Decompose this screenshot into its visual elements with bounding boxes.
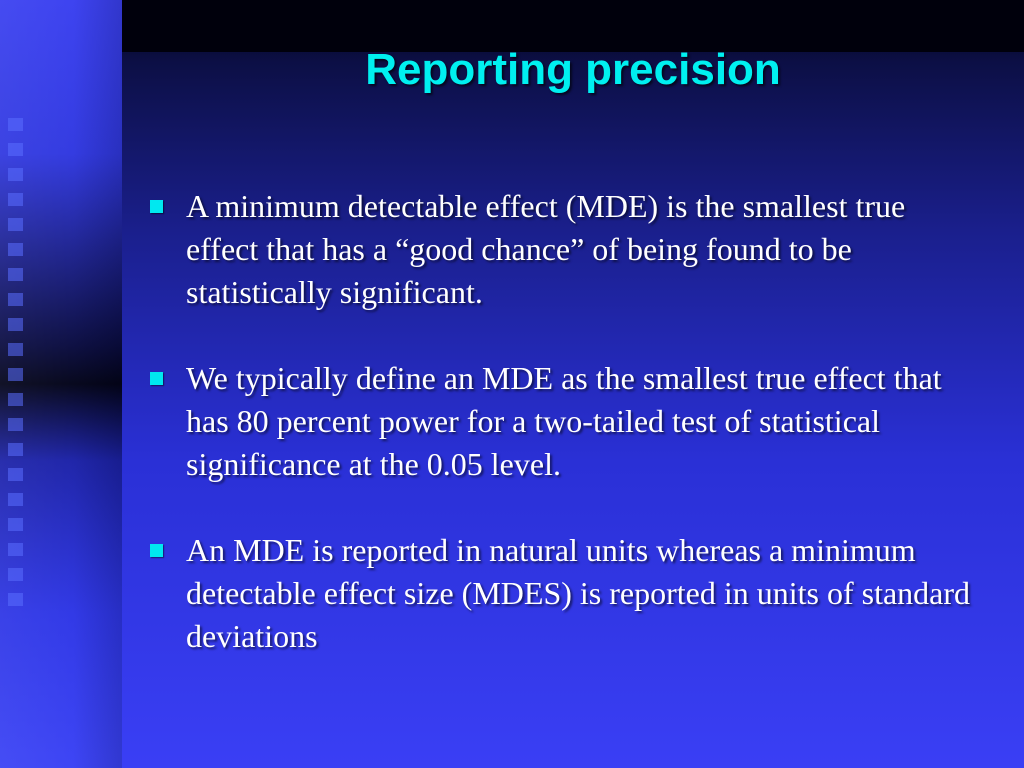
decorative-square	[8, 468, 23, 481]
decorative-square	[8, 493, 23, 506]
decorative-square	[8, 418, 23, 431]
decorative-square	[8, 593, 23, 606]
decorative-square	[8, 193, 23, 206]
decorative-square	[8, 243, 23, 256]
bullet-text: We typically define an MDE as the smalle…	[186, 360, 942, 482]
decorative-square	[8, 143, 23, 156]
bullet-item: We typically define an MDE as the smalle…	[148, 357, 978, 486]
decorative-square	[8, 268, 23, 281]
decorative-square	[8, 318, 23, 331]
decorative-square	[8, 218, 23, 231]
decorative-square	[8, 393, 23, 406]
bullet-text: An MDE is reported in natural units wher…	[186, 532, 971, 654]
decorative-square	[8, 518, 23, 531]
bullet-item: An MDE is reported in natural units wher…	[148, 529, 978, 658]
decorative-square	[8, 543, 23, 556]
slide-title: Reporting precision	[365, 45, 781, 94]
decorative-square	[8, 343, 23, 356]
bullet-text: A minimum detectable effect (MDE) is the…	[186, 188, 906, 310]
bullet-item: A minimum detectable effect (MDE) is the…	[148, 185, 978, 314]
top-dark-bar	[122, 0, 1024, 52]
decorative-square	[8, 293, 23, 306]
decorative-square	[8, 443, 23, 456]
square-bullet-icon	[150, 544, 163, 557]
decorative-square	[8, 568, 23, 581]
decorative-square-column	[8, 118, 26, 618]
square-bullet-icon	[150, 372, 163, 385]
bullet-list: A minimum detectable effect (MDE) is the…	[148, 185, 978, 701]
square-bullet-icon	[150, 200, 163, 213]
decorative-square	[8, 368, 23, 381]
decorative-square	[8, 168, 23, 181]
decorative-square	[8, 118, 23, 131]
